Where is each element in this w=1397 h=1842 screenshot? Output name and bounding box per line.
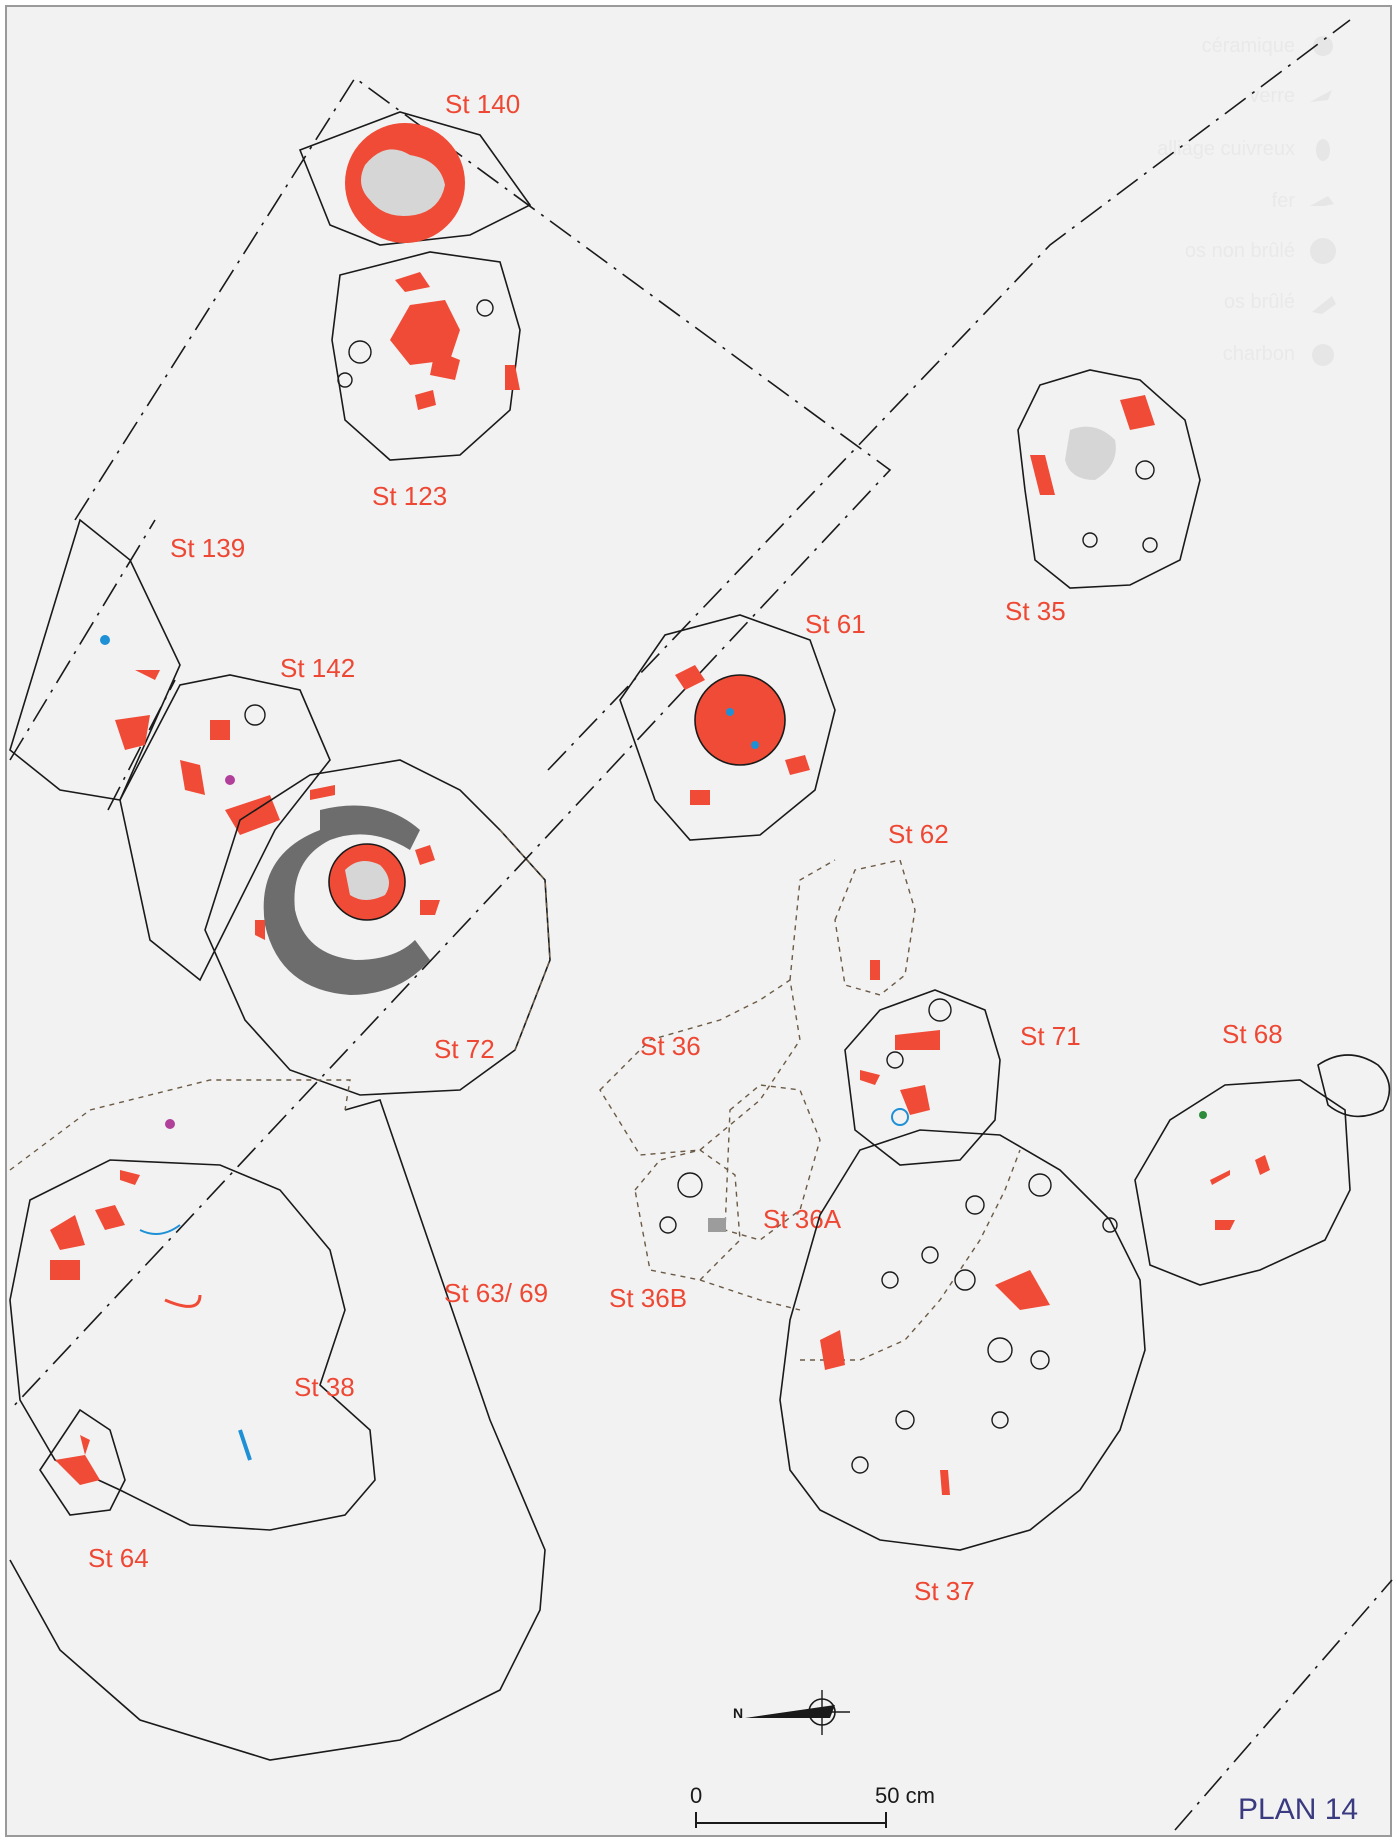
legend-item-unburnt-bone: os non brûlé	[1185, 238, 1336, 264]
charcoal-icon	[1312, 344, 1334, 366]
legend-item-glass: verre	[1249, 85, 1332, 107]
label-st140: St 140	[445, 89, 520, 119]
feature-st72	[204, 759, 551, 1096]
scale-end: 50 cm	[875, 1783, 935, 1808]
sherd-icon	[1313, 36, 1333, 56]
feature-st6369	[9, 1079, 546, 1761]
label-st139: St 139	[170, 533, 245, 563]
legend-item-copper: alliage cuivreux	[1157, 138, 1330, 161]
label-st36a: St 36A	[763, 1204, 842, 1234]
label-st35: St 35	[1005, 596, 1066, 626]
label-st36: St 36	[640, 1031, 701, 1061]
feature-st36	[599, 978, 821, 1311]
svg-text:alliage cuivreux: alliage cuivreux	[1157, 138, 1295, 160]
svg-text:céramique: céramique	[1202, 35, 1295, 57]
plan-frame	[5, 5, 1392, 1837]
iron-icon	[1310, 196, 1334, 206]
legend-item-ceramic: céramique	[1202, 35, 1333, 57]
svg-text:fer: fer	[1272, 190, 1296, 212]
legend-item-burnt-bone: os brûlé	[1224, 291, 1336, 314]
north-label: N	[733, 1705, 743, 1721]
label-st123: St 123	[372, 481, 447, 511]
label-st64: St 64	[88, 1543, 149, 1573]
burnt-bone-icon	[1312, 296, 1336, 314]
feature-st68	[1134, 1054, 1391, 1286]
copper-alloy-icon	[1316, 139, 1330, 161]
label-st142: St 142	[280, 653, 355, 683]
label-st38: St 38	[294, 1372, 355, 1402]
feature-st64	[39, 1408, 126, 1516]
limit-line-west	[9, 76, 892, 1411]
north-arrow: N	[733, 1690, 850, 1735]
limit-line-east	[547, 19, 1351, 771]
glass-icon	[1310, 90, 1332, 102]
feature-st139	[9, 518, 181, 801]
legend: céramique verre alliage cuivreux fer os …	[1157, 35, 1336, 366]
svg-text:os non brûlé: os non brûlé	[1185, 240, 1295, 262]
label-st37: St 37	[914, 1576, 975, 1606]
label-st62: St 62	[888, 819, 949, 849]
label-st36b: St 36B	[609, 1283, 687, 1313]
unburnt-bone-icon	[1310, 238, 1336, 264]
scale-bar: 0 50 cm	[690, 1783, 935, 1828]
feature-st123	[331, 251, 521, 461]
limit-line-southeast	[1174, 1579, 1393, 1831]
scale-start: 0	[690, 1783, 702, 1808]
label-st68: St 68	[1222, 1019, 1283, 1049]
svg-text:os brûlé: os brûlé	[1224, 291, 1295, 313]
legend-item-charcoal: charbon	[1223, 343, 1334, 366]
label-st6369: St 63/ 69	[444, 1278, 548, 1308]
label-st71: St 71	[1020, 1021, 1081, 1051]
label-st61: St 61	[805, 609, 866, 639]
legend-item-iron: fer	[1272, 190, 1334, 212]
svg-text:verre: verre	[1249, 85, 1295, 107]
feature-st38	[9, 1119, 376, 1531]
label-st72: St 72	[434, 1034, 495, 1064]
feature-st62	[789, 859, 916, 996]
feature-st35	[1017, 369, 1201, 589]
svg-text:charbon: charbon	[1223, 343, 1295, 365]
feature-st71	[844, 989, 1001, 1166]
feature-st61	[619, 614, 836, 841]
feature-st140	[298, 111, 532, 246]
plan-title: PLAN 14	[1238, 1793, 1358, 1826]
feature-st37	[779, 1129, 1146, 1551]
